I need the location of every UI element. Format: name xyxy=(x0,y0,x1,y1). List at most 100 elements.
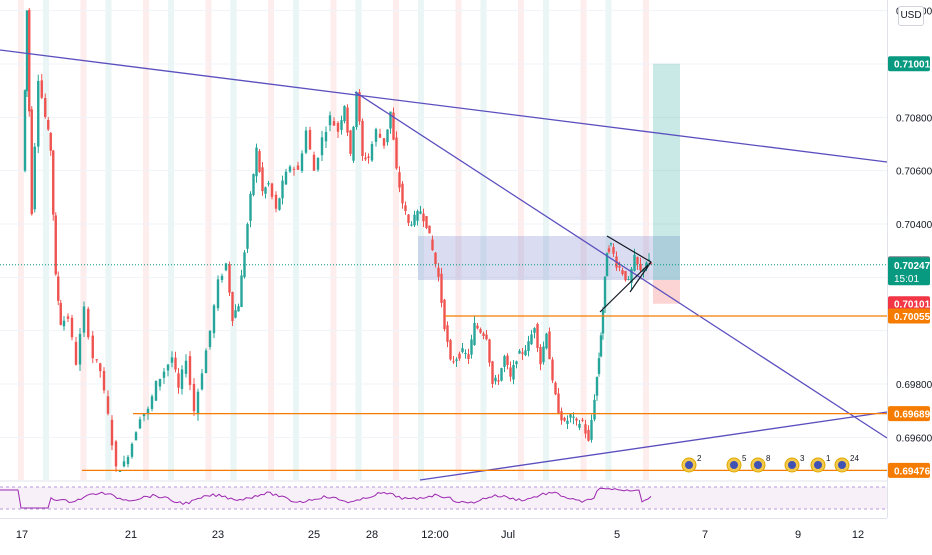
candle-body xyxy=(174,357,177,370)
candle-body xyxy=(422,213,425,222)
candle-body xyxy=(346,107,349,133)
candle-body xyxy=(581,419,584,421)
price-tag-label: 0.71001 xyxy=(894,60,931,71)
candle-body xyxy=(278,198,281,210)
event-count: 2 xyxy=(697,454,702,463)
session-stripe xyxy=(43,0,49,480)
price-tag xyxy=(888,406,930,422)
candle-body xyxy=(361,120,364,156)
candle-body xyxy=(479,329,482,333)
candle-body xyxy=(74,341,78,365)
candle-body xyxy=(410,224,413,226)
candle-body xyxy=(521,352,524,354)
candle-body xyxy=(110,419,114,446)
candle-body xyxy=(358,92,361,122)
candle-body xyxy=(87,308,90,338)
candle-body xyxy=(560,411,563,421)
price-tag-label: 0.69689 xyxy=(894,410,931,421)
candle-body xyxy=(154,380,158,401)
event-flag-icon-inner xyxy=(788,461,796,469)
horizontal-levels xyxy=(0,264,887,471)
time-tick-label: 9 xyxy=(795,529,801,541)
candle-body xyxy=(243,252,246,278)
candle-body xyxy=(542,346,545,363)
price-tag-label: 0.70247 xyxy=(894,261,931,272)
candle-body xyxy=(416,211,419,221)
candle-body xyxy=(274,194,278,209)
candle-body xyxy=(146,408,150,414)
candle-body xyxy=(237,306,240,312)
candle-body xyxy=(37,80,40,147)
candle-body xyxy=(500,368,503,381)
candle-body xyxy=(261,167,264,192)
candle-body xyxy=(563,417,566,421)
candle-body xyxy=(584,424,587,434)
candle-body xyxy=(352,126,355,161)
candle-body xyxy=(150,396,154,409)
candle-body xyxy=(44,97,47,117)
candle-body xyxy=(627,278,630,280)
candle-body xyxy=(587,429,590,441)
candle-body xyxy=(240,275,243,307)
candle-body xyxy=(449,340,452,360)
candle-body xyxy=(575,418,578,421)
candle-body xyxy=(204,350,208,374)
session-stripe xyxy=(605,0,612,480)
session-stripe xyxy=(480,0,487,480)
candle-body xyxy=(515,361,518,365)
candle-body xyxy=(467,354,470,359)
candle-body xyxy=(367,156,370,158)
currency-button[interactable]: USD xyxy=(898,6,924,26)
price-tag xyxy=(888,308,930,324)
candle-body xyxy=(509,367,512,377)
candle-body xyxy=(40,80,43,98)
candle-body xyxy=(52,150,55,215)
price-tag-label: 0.70101 xyxy=(894,300,931,311)
candle-body xyxy=(30,109,33,215)
candle-body xyxy=(524,350,527,356)
rsi-line xyxy=(0,487,652,509)
candle-body xyxy=(320,137,324,156)
candle-body xyxy=(180,369,184,389)
candle-body xyxy=(134,432,138,441)
candle-body xyxy=(162,371,166,378)
candle-body xyxy=(633,254,636,271)
candle-body xyxy=(184,360,188,374)
chart-grid xyxy=(0,10,887,438)
candle-body xyxy=(228,264,231,293)
candle-body xyxy=(630,268,633,283)
session-stripe xyxy=(543,0,549,480)
candle-body xyxy=(518,350,521,354)
time-tick-label: 25 xyxy=(308,529,320,541)
candle-body xyxy=(364,157,367,160)
candle-body xyxy=(267,183,270,185)
candle-body xyxy=(355,92,358,128)
candle-body xyxy=(446,325,449,342)
candle-body xyxy=(590,419,593,440)
session-stripe xyxy=(80,0,87,480)
candle-body xyxy=(270,183,274,197)
candle-body xyxy=(258,151,261,172)
session-stripe xyxy=(293,0,299,480)
candle-body xyxy=(158,378,162,387)
candle-body xyxy=(639,263,642,271)
event-flag-icon-inner xyxy=(754,461,762,469)
session-stripe xyxy=(230,0,237,480)
price-tick-label: 0.70600 xyxy=(896,167,932,178)
candle-body xyxy=(530,334,533,345)
time-tick-label: 28 xyxy=(366,529,378,541)
candle-body xyxy=(170,357,174,363)
candle-body xyxy=(300,153,304,171)
candle-body xyxy=(545,333,548,349)
candle-body xyxy=(458,353,461,359)
candle-body xyxy=(374,129,378,142)
price-tick-label: 0.69600 xyxy=(896,433,932,444)
candle-body xyxy=(264,187,267,194)
candle-body xyxy=(224,263,228,271)
candle-body xyxy=(419,211,422,214)
candle-body xyxy=(621,270,624,275)
event-count: 24 xyxy=(850,454,859,463)
session-stripe xyxy=(143,0,149,480)
